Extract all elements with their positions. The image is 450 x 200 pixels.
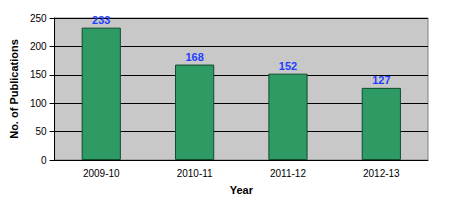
svg-text:150: 150 [30, 69, 47, 80]
svg-text:2012-13: 2012-13 [363, 168, 400, 179]
svg-text:100: 100 [30, 98, 47, 109]
svg-text:Year: Year [230, 184, 254, 196]
svg-text:No. of Publications: No. of Publications [8, 39, 20, 139]
svg-text:50: 50 [35, 126, 47, 137]
svg-text:233: 233 [92, 14, 110, 26]
svg-text:250: 250 [30, 13, 47, 24]
svg-text:2009-10: 2009-10 [83, 168, 120, 179]
svg-text:200: 200 [30, 41, 47, 52]
svg-text:152: 152 [279, 60, 297, 72]
svg-text:168: 168 [185, 51, 203, 63]
svg-text:127: 127 [372, 74, 390, 86]
svg-text:2010-11: 2010-11 [177, 168, 213, 179]
svg-text:0: 0 [41, 155, 47, 166]
svg-text:2011-12: 2011-12 [270, 168, 306, 179]
